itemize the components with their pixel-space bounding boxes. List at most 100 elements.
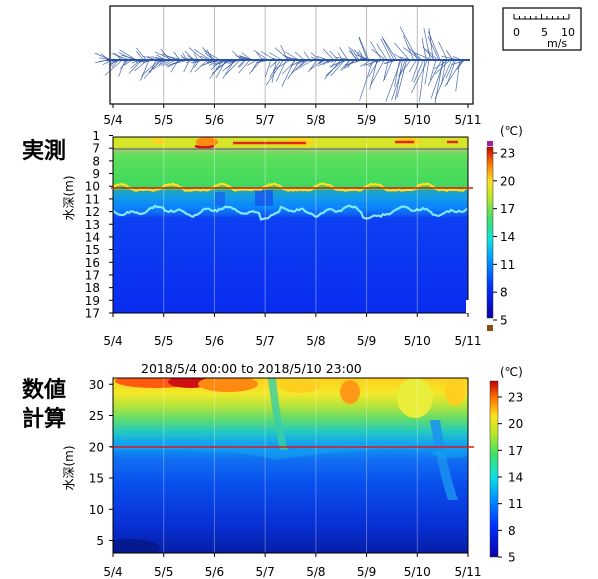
vector-stick [317,59,332,67]
observed-label: 実測 [22,138,66,164]
computed-heatmap [111,377,474,554]
vector-stick [264,59,272,78]
speed-scale-tick-10: 10 [561,26,575,39]
vector-stick [135,51,144,61]
vector-stick [348,46,357,61]
observed-y-tick-label: 15 [85,243,100,257]
vector-stick [210,59,223,71]
colorbar-tick-label: 11 [500,258,515,272]
vector-stick [358,49,365,61]
vector-stick [451,58,466,61]
observed-colorbar: (℃) 23 20 17 14 11 8 5 [486,124,523,331]
vector-stick [403,47,421,61]
x-tick-label-5-5: 5/5 [154,565,173,579]
vector-stick [360,59,372,67]
vector-stick [310,59,316,62]
vector-stick [136,47,147,61]
observed-y-tick-label: 10 [85,180,100,194]
observed-y-tick-label: 11 [85,192,100,206]
observed-x-ticks: 5/4 5/5 5/6 5/7 5/8 5/9 5/10 5/11 [103,313,481,348]
vector-stick [370,41,382,61]
vector-stick [396,59,407,99]
x-tick-label-5-8: 5/8 [306,113,325,127]
observed-y-tick-label: 12 [85,205,100,219]
computed-depth-label: 水深(m) [62,445,76,490]
vector-stick [303,58,322,61]
vector-stick [408,59,417,73]
vector-stick [206,59,217,63]
vector-stick [319,59,326,63]
vector-stick [359,57,375,61]
observed-colorbar-ticks: 23 20 17 14 11 8 5 [493,147,515,328]
vector-stick [358,36,370,61]
x-tick-label-5-10: 5/10 [404,113,431,127]
vector-stick [359,59,374,101]
colorbar-tick-label: 14 [500,230,515,244]
vector-stick [181,56,193,61]
observed-colorbar-bar [486,146,494,319]
computed-colorbar-bar [489,380,499,558]
vector-stick [368,59,377,67]
vector-stick [383,59,389,82]
vector-stick [441,59,447,85]
observed-y-tick-label: 19 [85,294,100,308]
vector-stick [427,31,441,61]
computed-y-tick-label: 25 [89,409,104,423]
vector-stick [363,59,381,66]
observed-y-tick-label: 17 [85,307,100,321]
vector-stick [151,56,169,61]
vector-stick [394,59,403,101]
vector-stick [318,59,327,63]
x-tick-label-5-9: 5/9 [357,113,376,127]
vector-x-ticks: 5/4 5/5 5/6 5/7 5/8 5/9 5/10 5/11 [103,104,481,127]
vector-stick [399,26,419,61]
vector-stick [285,56,298,61]
vector-stick [161,59,172,67]
vector-stick [194,48,211,61]
vector-stick [284,51,299,61]
vector-stick [189,58,207,61]
x-tick-label-5-10: 5/10 [404,334,431,348]
vector-stick [172,59,189,65]
vector-stick [182,52,188,61]
x-tick-label-5-9: 5/9 [357,334,376,348]
x-tick-label-5-11: 5/11 [455,334,482,348]
vector-stick [433,59,449,70]
vector-stick [104,59,123,76]
vector-stick [207,59,225,64]
vector-stick [422,46,435,61]
vector-stick [444,59,463,87]
vector-stick [98,59,110,62]
vector-stick [140,59,150,81]
vector-stick [136,59,152,63]
vector-stick [102,59,113,65]
vector-stick [126,58,136,61]
observed-colorbar-max [487,141,493,146]
vector-stick [421,37,427,61]
vector-stick [339,47,349,61]
x-tick-label-5-8: 5/8 [306,334,325,348]
observed-heatmap [111,136,473,314]
vector-stick [298,59,315,63]
colorbar-tick-label: 17 [508,444,523,458]
vector-stick [434,59,452,100]
vector-stick [380,38,392,61]
vector-stick [413,52,432,61]
vector-stick [274,47,290,61]
vector-sticks [94,26,470,105]
colorbar-tick-label: 14 [508,471,523,485]
vector-stick [334,56,353,61]
vector-stick [164,59,176,66]
vector-stick [212,59,231,66]
vector-stick [348,50,358,61]
speed-scale-tick-0: 0 [513,26,520,39]
vector-stick [310,52,321,61]
x-tick-label-5-7: 5/7 [255,334,274,348]
vector-stick [281,59,295,87]
vector-stick [155,57,165,61]
computed-colorbar: (℃) 23 20 17 14 11 8 5 [489,365,523,565]
vector-stick [383,59,393,81]
computed-y-tick-label: 10 [89,503,104,517]
vector-stick [272,59,291,71]
observed-gap [466,300,469,313]
